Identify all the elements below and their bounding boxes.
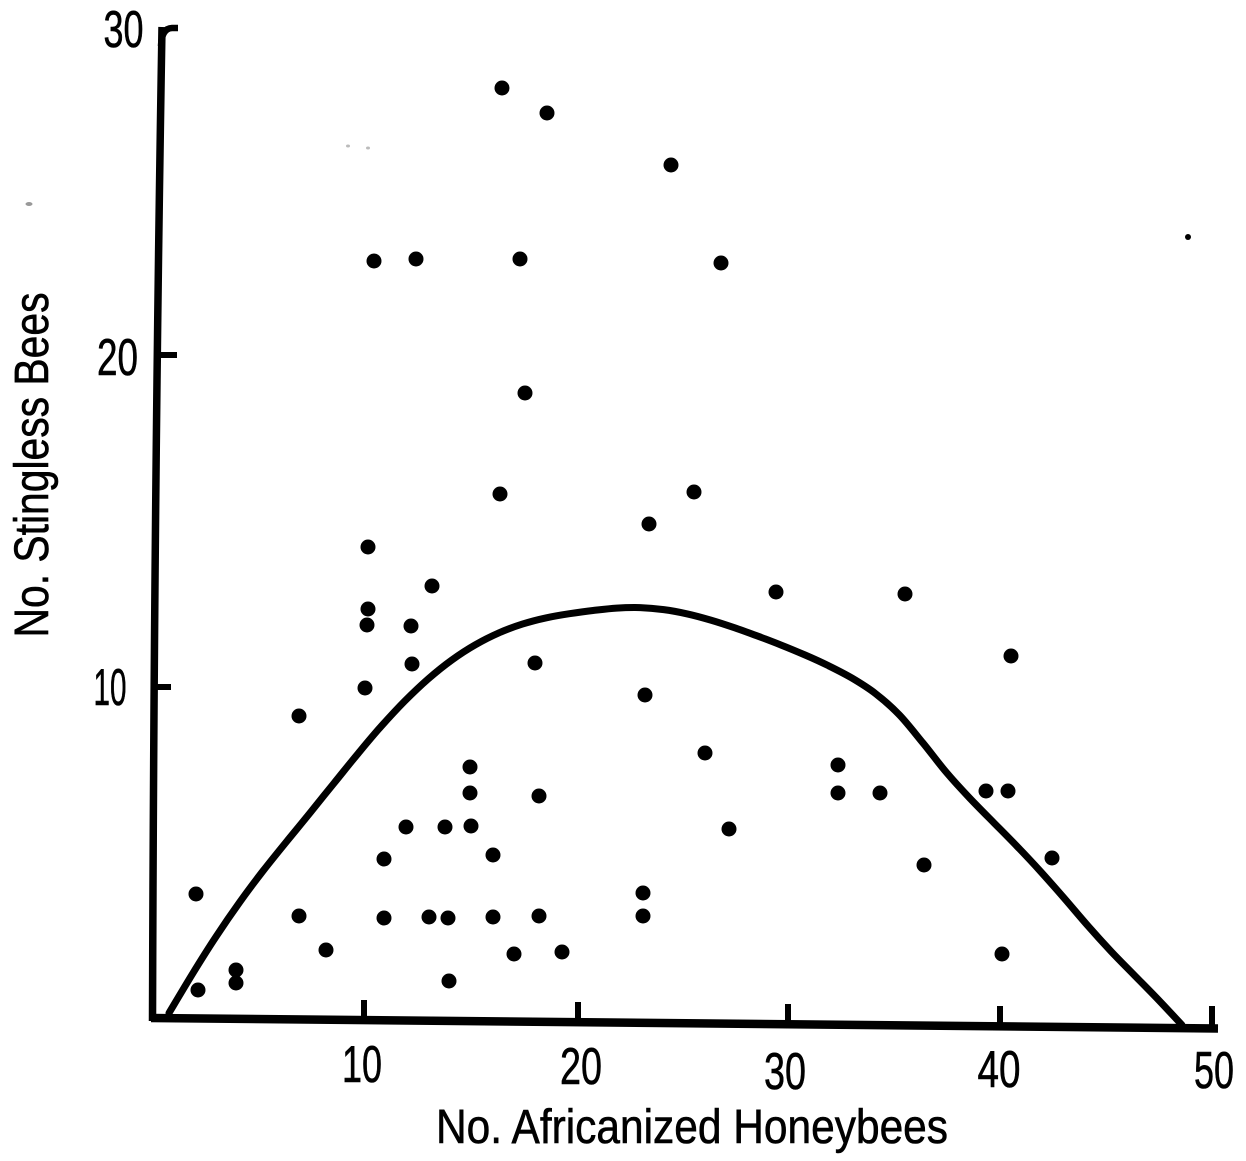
svg-text:No. Africanized Honeybees: No. Africanized Honeybees <box>436 1101 948 1154</box>
svg-text:30: 30 <box>104 1 144 59</box>
svg-text:10: 10 <box>342 1036 382 1094</box>
svg-text:20: 20 <box>560 1038 602 1096</box>
svg-text:30: 30 <box>764 1043 806 1101</box>
svg-text:40: 40 <box>978 1041 1021 1099</box>
svg-text:20: 20 <box>97 329 138 387</box>
svg-text:No. Stingless Bees: No. Stingless Bees <box>6 293 59 638</box>
svg-text:10: 10 <box>94 659 127 717</box>
svg-text:50: 50 <box>1194 1042 1234 1100</box>
